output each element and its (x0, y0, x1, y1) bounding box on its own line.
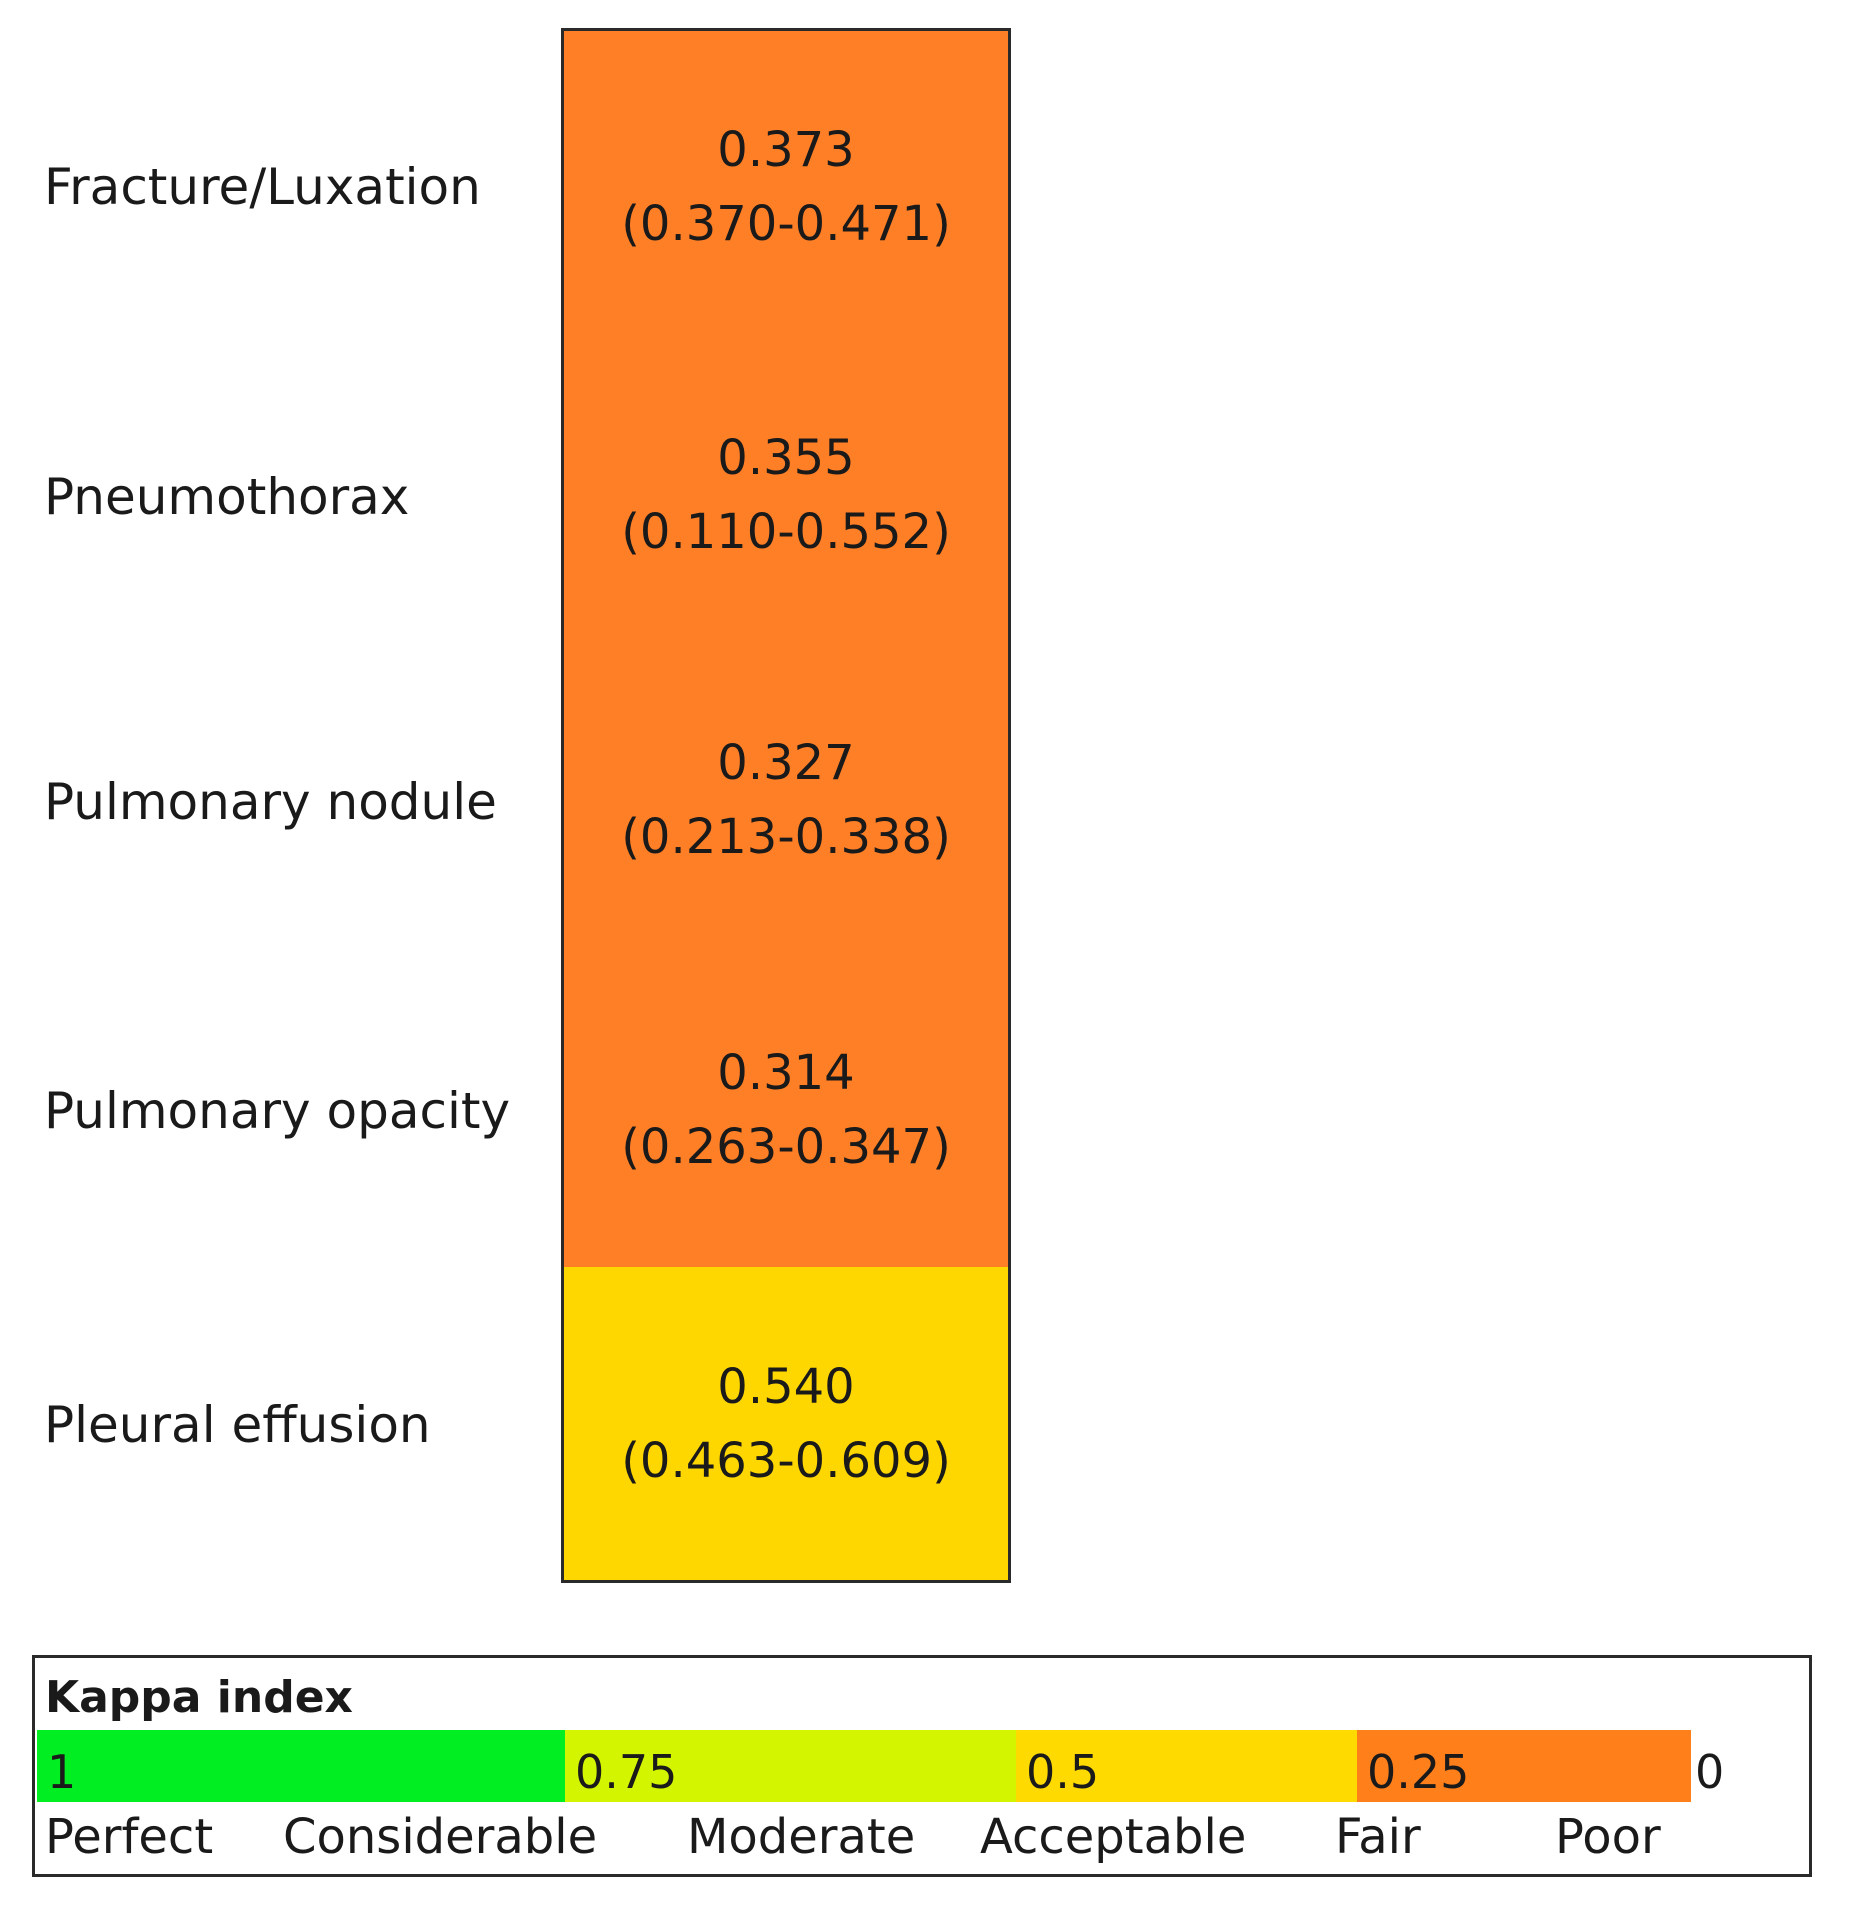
legend-category-considerable: Considerable (283, 1809, 598, 1865)
heatmap-cell: 0.327 (0.213-0.338) (561, 648, 1011, 955)
cell-value: 0.314 (717, 1044, 855, 1101)
legend-band-value: 0.25 (1367, 1745, 1470, 1799)
cell-confidence-interval: (0.370-0.471) (621, 195, 951, 252)
legend-band-acceptable: 0.25 (1357, 1730, 1691, 1802)
row-label: Pulmonary nodule (44, 772, 497, 831)
cell-confidence-interval: (0.110-0.552) (621, 504, 951, 560)
row-label: Pleural effusion (44, 1396, 431, 1454)
cell-value: 0.327 (717, 735, 855, 791)
legend-category-fair: Fair (1335, 1809, 1421, 1865)
heatmap-cell: 0.373 (0.370-0.471) (561, 28, 1011, 345)
cell-value: 0.373 (717, 121, 855, 178)
legend-band-considerable: 0.75 (565, 1730, 1016, 1802)
legend-band-value: 1 (47, 1745, 77, 1799)
legend-category-acceptable: Acceptable (980, 1809, 1247, 1865)
legend-category-perfect: Perfect (45, 1809, 214, 1865)
legend-category-poor: Poor (1555, 1809, 1661, 1865)
row-label: Pulmonary opacity (44, 1082, 511, 1140)
legend-band-value: 0.75 (575, 1745, 678, 1799)
kappa-heatmap: Fracture/Luxation 0.373 (0.370-0.471) Pneum… (44, 28, 1011, 1583)
cell-confidence-interval: (0.463-0.609) (621, 1432, 951, 1489)
legend-category-moderate: Moderate (687, 1809, 916, 1865)
heatmap-cell: 0.540 (0.463-0.609) (561, 1267, 1011, 1583)
legend-band-perfect: 1 (37, 1730, 565, 1802)
cell-value: 0.540 (717, 1358, 855, 1415)
kappa-legend: Kappa index 1 0.75 0.5 0.25 0 Perfect Co… (32, 1655, 1812, 1877)
cell-value: 0.355 (717, 430, 855, 486)
heatmap-cell: 0.314 (0.263-0.347) (561, 952, 1011, 1270)
legend-end-value: 0 (1695, 1745, 1725, 1799)
cell-confidence-interval: (0.263-0.347) (621, 1118, 951, 1175)
legend-band-value: 0.5 (1026, 1745, 1100, 1799)
legend-title: Kappa index (45, 1672, 353, 1723)
legend-band-moderate: 0.5 (1016, 1730, 1357, 1802)
row-label: Fracture/Luxation (44, 157, 481, 216)
heatmap-cell: 0.355 (0.110-0.552) (561, 342, 1011, 651)
row-label: Pneumothorax (44, 467, 410, 526)
cell-confidence-interval: (0.213-0.338) (621, 809, 951, 865)
